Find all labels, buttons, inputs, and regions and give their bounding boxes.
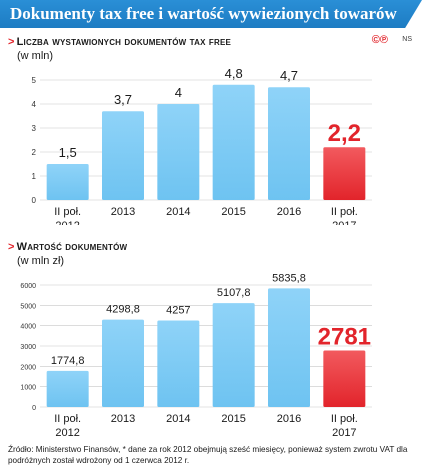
y-tick-label: 0 xyxy=(32,405,36,412)
x-tick-label: 2013 xyxy=(111,413,135,425)
x-tick-label: II poł. xyxy=(331,413,358,425)
y-tick-label: 4 xyxy=(32,100,37,109)
x-tick-label: 2017 xyxy=(332,427,356,439)
data-label: 4298,8 xyxy=(106,304,140,316)
header-banner xyxy=(0,0,422,28)
x-tick-label: 2012 xyxy=(55,427,79,439)
y-tick-label: 6000 xyxy=(20,283,36,290)
x-tick-label: 2012 xyxy=(55,220,79,225)
source-footnote: Źródło: Ministerstwo Finansów, * dane za… xyxy=(8,445,408,465)
bar xyxy=(46,164,89,200)
chart1-title-text: Liczba wystawionych dokumentów tax free xyxy=(16,36,232,48)
y-tick-label: 3 xyxy=(32,124,37,133)
y-tick-label: 4000 xyxy=(20,324,36,331)
y-tick-label: 5000 xyxy=(20,303,36,310)
bar xyxy=(102,319,144,407)
data-label: 2781 xyxy=(318,323,371,350)
bar xyxy=(212,303,255,407)
y-tick-label: 2 xyxy=(32,148,37,157)
data-label: 2,2 xyxy=(328,120,361,147)
y-tick-label: 5 xyxy=(32,76,37,85)
chart1-tax-free-count: 0 1 2 3 4 5 1,5 II poł. 2012 3,7 2013 4 2014 4,8 2015 4… xyxy=(32,66,372,225)
data-label: 4,7 xyxy=(280,68,298,83)
x-tick-label: 2014 xyxy=(166,206,190,218)
data-label: 1,5 xyxy=(59,145,77,160)
chart2-document-value: 0 1000 2000 3000 4000 5000 6000 1774,8 II poł. 20… xyxy=(20,272,372,439)
publisher-logo: ©℗ xyxy=(371,34,388,46)
bar xyxy=(212,84,255,200)
data-label: 1774,8 xyxy=(51,355,85,367)
bar-highlight xyxy=(323,350,366,407)
section-marker-icon: > xyxy=(8,36,15,48)
bar xyxy=(268,87,310,200)
x-tick-label: II poł. xyxy=(54,206,81,218)
page-title: Dokumenty tax free i wartość wywiezionyc… xyxy=(10,4,397,23)
data-label: 4,8 xyxy=(225,66,243,81)
bar xyxy=(46,370,89,407)
chart1-title: > Liczba wystawionych dokumentów tax free xyxy=(8,36,231,48)
publisher-initials: NS xyxy=(402,36,412,43)
data-label: 5835,8 xyxy=(272,272,306,284)
x-tick-label: 2013 xyxy=(111,206,135,218)
bar xyxy=(268,288,310,407)
y-tick-label: 1 xyxy=(32,172,37,181)
chart1-unit: (w mln) xyxy=(17,50,54,62)
bar-highlight xyxy=(323,147,366,200)
y-tick-label: 2000 xyxy=(20,364,36,371)
x-tick-label: 2014 xyxy=(166,413,190,425)
bar xyxy=(157,104,200,200)
chart2-title: > Wartość dokumentów xyxy=(8,241,127,253)
x-tick-label: 2015 xyxy=(221,413,245,425)
data-label: 3,7 xyxy=(114,92,132,107)
data-label: 5107,8 xyxy=(217,287,251,299)
data-label: 4 xyxy=(175,85,182,100)
x-tick-label: 2015 xyxy=(221,206,245,218)
y-tick-label: 1000 xyxy=(20,385,36,392)
chart2-unit: (w mln zł) xyxy=(17,255,65,267)
chart2-title-text: Wartość dokumentów xyxy=(16,241,128,253)
x-tick-label: II poł. xyxy=(54,413,81,425)
x-tick-label: 2017 xyxy=(332,220,356,225)
y-tick-label: 3000 xyxy=(20,344,36,351)
bar xyxy=(157,320,200,407)
x-tick-label: 2016 xyxy=(277,206,301,218)
section-marker-icon: > xyxy=(8,241,15,253)
y-tick-label: 0 xyxy=(32,196,37,205)
x-tick-label: 2016 xyxy=(277,413,301,425)
x-tick-label: II poł. xyxy=(331,206,358,218)
data-label: 4257 xyxy=(166,304,190,316)
bar xyxy=(102,111,144,200)
